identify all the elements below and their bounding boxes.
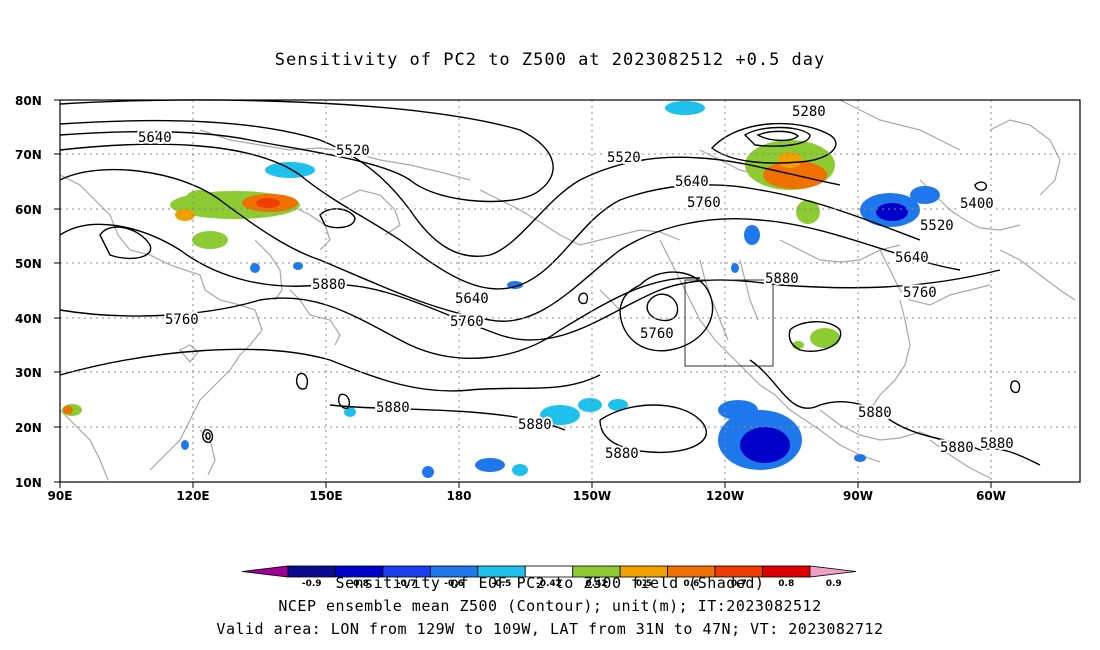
lon-tick-label: 90W <box>843 489 873 503</box>
contour-label: 5520 <box>336 143 370 159</box>
lat-tick-label: 10N <box>15 476 42 490</box>
lat-lon-grid <box>60 100 1080 482</box>
z500-contours <box>59 99 1041 466</box>
lon-tick-label: 120E <box>176 489 209 503</box>
contour-label: 5880 <box>376 400 410 416</box>
lat-tick-label: 80N <box>15 94 42 108</box>
contour-label: 5520 <box>607 150 641 166</box>
lat-tick-label: 70N <box>15 148 42 162</box>
colorbar-tick-label: 0.6 <box>683 579 699 589</box>
contour-label: 5880 <box>312 277 346 293</box>
contour-labels: 5640 5520 5280 5520 5640 5760 5400 5520 … <box>136 102 1016 464</box>
contour-label: 5640 <box>455 291 489 307</box>
contour-label: 5880 <box>605 446 639 462</box>
lon-tick-label: 90E <box>48 489 73 503</box>
contour-label: 5640 <box>895 250 929 266</box>
colorbar-tick-label: 0.42 <box>585 579 607 589</box>
colorbar-tick-label: -0.6 <box>444 579 464 589</box>
lon-tick-label: 150E <box>309 489 342 503</box>
contour-label: 5640 <box>138 130 172 146</box>
footer-line-1: Sensitivity of EOF PC2 to Z500 field (Sh… <box>335 574 765 592</box>
contour-label: 5880 <box>980 436 1014 452</box>
colorbar-tick-label: 0.7 <box>731 579 747 589</box>
colorbar-boxes <box>241 565 857 578</box>
colorbar: -0.9 -0.8 -0.7 -0.6 -0.5 -0.42 0.42 0.5 0.6 0.7 0.… <box>241 565 857 589</box>
contour-label: 5760 <box>165 312 199 328</box>
lon-tick-label: 150W <box>573 489 611 503</box>
colorbar-tick-label: -0.7 <box>397 579 417 589</box>
colorbar-tick-label: -0.8 <box>349 579 369 589</box>
contour-label: 5760 <box>640 326 674 342</box>
lon-tick-label: 180 <box>446 489 471 503</box>
lon-tick-label: 120W <box>706 489 744 503</box>
lat-tick-label: 60N <box>15 203 42 217</box>
contour-label: 5400 <box>960 196 994 212</box>
contour-label: 5640 <box>675 174 709 190</box>
latitude-labels: 80N 70N 60N 50N 40N 30N 20N 10N <box>15 94 42 490</box>
lat-tick-label: 50N <box>15 257 42 271</box>
contour-label: 5520 <box>920 218 954 234</box>
colorbar-tick-label: -0.5 <box>492 579 512 589</box>
footer-line-2: NCEP ensemble mean Z500 (Contour); unit(… <box>278 597 822 615</box>
footer-line-3: Valid area: LON from 129W to 109W, LAT f… <box>216 620 884 638</box>
contour-label: 5760 <box>687 195 721 211</box>
lat-tick-label: 20N <box>15 421 42 435</box>
colorbar-tick-label: -0.42 <box>536 579 562 589</box>
contour-label: 5880 <box>765 271 799 287</box>
colorbar-tick-labels: -0.9 -0.8 -0.7 -0.6 -0.5 -0.42 0.42 0.5 0.6 0.7 0.… <box>302 579 842 589</box>
lat-tick-label: 30N <box>15 366 42 380</box>
contour-label: 5880 <box>858 405 892 421</box>
colorbar-tick-label: 0.8 <box>778 579 794 589</box>
longitude-labels: 90E 120E 150E 180 150W 120W 90W 60W <box>48 489 1006 503</box>
contour-label: 5760 <box>903 285 937 301</box>
lon-tick-label: 60W <box>976 489 1006 503</box>
map-title: Sensitivity of PC2 to Z500 at 2023082512… <box>274 50 826 70</box>
lat-tick-label: 40N <box>15 312 42 326</box>
colorbar-tick-label: 0.9 <box>826 579 842 589</box>
contour-label: 5880 <box>940 440 974 456</box>
colorbar-tick-label: -0.9 <box>302 579 322 589</box>
colorbar-right-arrow <box>809 565 857 578</box>
contour-label: 5280 <box>792 104 826 120</box>
valid-area-box <box>684 279 774 367</box>
contour-label: 5880 <box>518 417 552 433</box>
tick-marks <box>54 99 992 488</box>
colorbar-tick-label: 0.5 <box>636 579 652 589</box>
contour-label: 5760 <box>450 314 484 330</box>
map-frame <box>59 99 1081 483</box>
